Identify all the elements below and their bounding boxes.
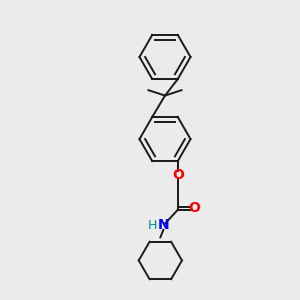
Text: N: N: [158, 218, 169, 233]
Text: H: H: [147, 219, 157, 232]
Text: O: O: [172, 168, 184, 182]
Text: O: O: [188, 201, 200, 215]
